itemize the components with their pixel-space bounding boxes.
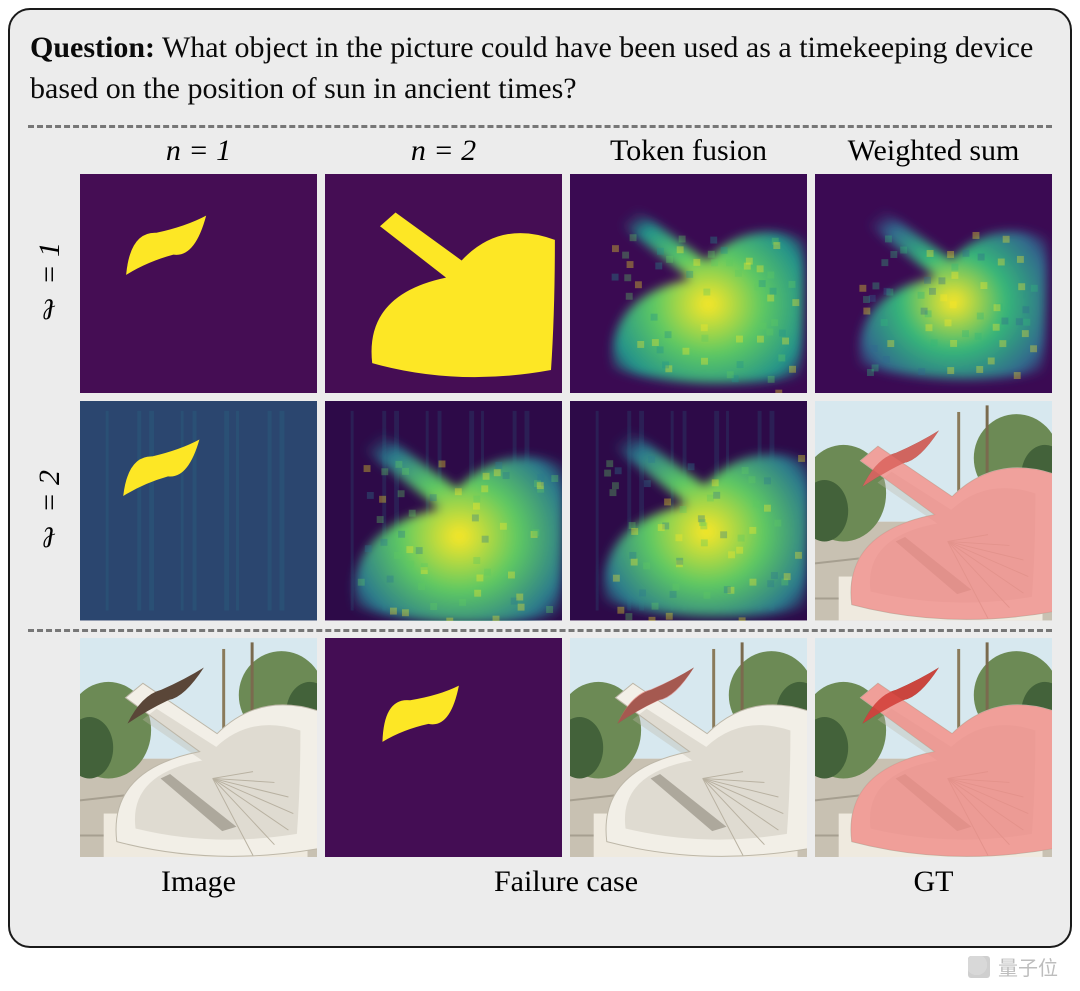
row-l2: ℓ = 2 (28, 401, 1052, 620)
row-bottom (28, 638, 1052, 857)
question-text: What object in the picture could have be… (30, 31, 1033, 105)
question-block: Question: What object in the picture cou… (28, 24, 1052, 121)
panel-r2c4 (815, 401, 1052, 620)
panel-r1c2 (325, 174, 562, 393)
figure-frame: Question: What object in the picture cou… (8, 8, 1072, 948)
panel-image (80, 638, 317, 857)
panel-r1c4 (815, 174, 1052, 393)
col-head-n1: n = 1 (80, 134, 317, 168)
separator-mid (28, 629, 1052, 632)
bottom-label-spacer (28, 865, 72, 899)
separator-top (28, 125, 1052, 128)
panel-r2c1 (80, 401, 317, 620)
column-headers: n = 1 n = 2 Token fusion Weighted sum (28, 134, 1052, 168)
panel-gt (815, 638, 1052, 857)
watermark-text: 量子位 (998, 952, 1058, 981)
bottom-label-failure: Failure case (325, 865, 807, 899)
question-label: Question: (30, 31, 155, 64)
panel-r2c2 (325, 401, 562, 620)
row-label-l1: ℓ = 1 (33, 242, 67, 325)
panel-r1c1 (80, 174, 317, 393)
col-head-n2: n = 2 (325, 134, 562, 168)
row-l1: ℓ = 1 (28, 174, 1052, 393)
panel-r2c3 (570, 401, 807, 620)
bottom-labels: Image Failure case GT (28, 865, 1052, 899)
col-head-weightedsum: Weighted sum (815, 134, 1052, 168)
col-head-tokenfusion: Token fusion (570, 134, 807, 168)
watermark-icon (968, 956, 990, 978)
panel-r1c3 (570, 174, 807, 393)
bottom-label-image: Image (80, 865, 317, 899)
panel-gnomon-overlay (570, 638, 807, 857)
watermark: 量子位 (968, 952, 1058, 981)
panel-failure (325, 638, 562, 857)
row-label-l2: ℓ = 2 (33, 470, 67, 553)
bottom-label-gt: GT (815, 865, 1052, 899)
